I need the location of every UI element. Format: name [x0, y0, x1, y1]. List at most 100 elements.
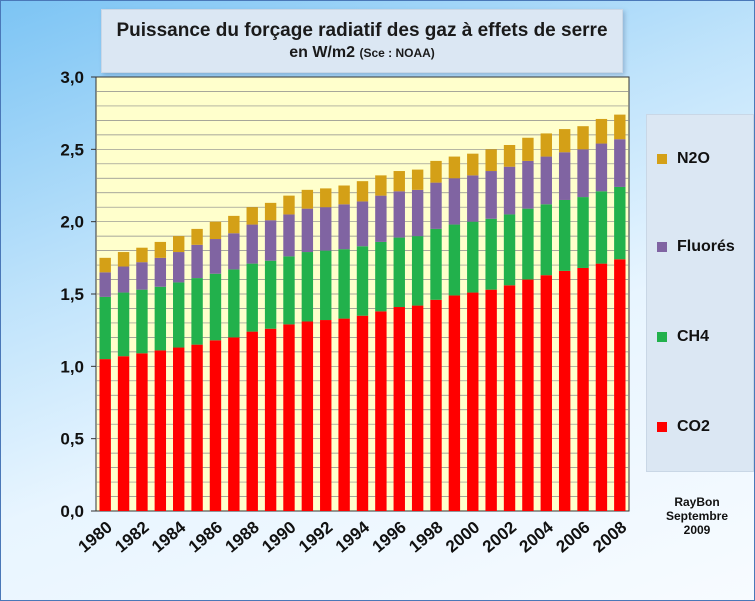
author-credit: RayBon Septembre 2009 [646, 495, 748, 537]
bar-ch4-1998 [430, 228, 442, 300]
bar-ch4-1987 [228, 269, 240, 338]
bar-n2o-1999 [448, 156, 461, 179]
bar-fluors-1993 [338, 204, 350, 250]
bar-fluors-2006 [577, 149, 589, 198]
bar-ch4-2005 [558, 199, 571, 271]
bar-fluors-2008 [614, 139, 626, 187]
bar-ch4-1980 [99, 296, 111, 360]
bar-co2-1984 [173, 347, 185, 511]
bar-fluors-1998 [430, 182, 442, 229]
bar-co2-2005 [558, 270, 571, 511]
bar-n2o-1987 [228, 215, 240, 234]
bar-fluors-1999 [448, 178, 461, 225]
bar-n2o-2006 [577, 126, 589, 150]
bar-fluors-2004 [540, 156, 552, 205]
bar-ch4-1999 [448, 224, 461, 296]
bar-n2o-1993 [338, 185, 350, 205]
bar-ch4-2008 [614, 186, 626, 260]
bar-fluors-1990 [283, 214, 295, 257]
bar-co2-1986 [209, 340, 222, 511]
bar-co2-1988 [246, 331, 258, 511]
bar-n2o-2004 [540, 133, 552, 157]
bar-co2-1990 [283, 324, 295, 511]
bar-ch4-1986 [209, 273, 222, 341]
bar-n2o-1997 [411, 169, 424, 190]
bar-co2-1996 [393, 307, 405, 511]
x-tick-label: 2006 [552, 518, 593, 557]
x-tick-label: 2000 [442, 518, 483, 557]
x-tick-label: 1982 [111, 518, 152, 557]
bar-fluors-1980 [99, 272, 111, 297]
bar-ch4-1997 [411, 236, 424, 306]
bar-fluors-1996 [393, 191, 405, 238]
legend-label: CH4 [677, 328, 710, 345]
legend-swatch [657, 332, 667, 342]
bar-fluors-1994 [356, 201, 369, 247]
legend-label: Fluorés [677, 238, 735, 255]
bar-ch4-2006 [577, 197, 589, 268]
bar-n2o-1998 [430, 160, 442, 183]
y-tick-label: 0,0 [60, 502, 84, 521]
bar-co2-1981 [117, 356, 130, 511]
bar-ch4-1981 [117, 292, 130, 357]
bar-fluors-1981 [117, 266, 130, 293]
chart-subtitle: en W/m2 (Sce : NOAA) [102, 44, 622, 62]
bar-ch4-1996 [393, 237, 405, 308]
legend-item-ch4: CH4 [657, 327, 709, 347]
x-tick-label: 1996 [369, 518, 410, 557]
legend-swatch [657, 154, 667, 164]
bar-n2o-1983 [154, 241, 167, 258]
legend-item-co2: CO2 [657, 417, 710, 437]
bar-n2o-2001 [485, 149, 497, 172]
legend-item-n2o: N2O [657, 149, 710, 169]
bar-fluors-1988 [246, 224, 258, 264]
bar-n2o-1994 [356, 181, 369, 202]
bar-n2o-1989 [264, 202, 277, 221]
bar-ch4-1991 [301, 252, 314, 322]
bar-n2o-1982 [136, 247, 148, 263]
chart-unit: en W/m2 [289, 44, 355, 61]
bar-fluors-1985 [191, 244, 203, 279]
legend: N2O Fluorés CH4 CO2 [646, 114, 754, 472]
legend-swatch [657, 242, 667, 252]
y-tick-label: 1,0 [60, 357, 84, 376]
bar-co2-1982 [136, 353, 148, 511]
bar-co2-1985 [191, 344, 203, 511]
legend-label: N2O [677, 150, 710, 167]
y-tick-label: 1,5 [60, 285, 84, 304]
credit-year: 2009 [683, 523, 711, 537]
bar-co2-2004 [540, 275, 552, 511]
bar-n2o-1995 [375, 175, 387, 196]
bar-n2o-2005 [558, 129, 571, 153]
bar-ch4-2000 [467, 221, 479, 293]
bar-fluors-2001 [485, 171, 497, 219]
bar-co2-2001 [485, 289, 497, 511]
bar-co2-1995 [375, 311, 387, 511]
bar-n2o-2003 [522, 137, 534, 161]
credit-month: Septembre [665, 509, 729, 523]
bar-co2-2008 [614, 259, 626, 511]
bar-n2o-2008 [614, 114, 626, 140]
bar-ch4-2002 [503, 214, 516, 286]
bar-n2o-2007 [595, 118, 608, 144]
bar-co2-2000 [467, 292, 479, 511]
bar-ch4-1994 [356, 246, 369, 316]
bar-ch4-2001 [485, 218, 497, 290]
bar-n2o-1981 [117, 252, 130, 267]
bar-ch4-1983 [154, 286, 167, 351]
bar-n2o-1980 [99, 257, 111, 273]
bar-co2-2002 [503, 285, 516, 511]
y-tick-label: 2,5 [60, 140, 84, 159]
bar-co2-1997 [411, 305, 424, 511]
bar-fluors-2002 [503, 166, 516, 215]
bar-co2-1992 [320, 320, 332, 511]
x-tick-label: 1990 [258, 518, 299, 557]
y-tick-label: 2,0 [60, 213, 84, 232]
x-tick-label: 1986 [185, 518, 226, 557]
bar-co2-1989 [264, 328, 277, 511]
y-tick-label: 0,5 [60, 430, 84, 449]
x-tick-label: 1992 [295, 518, 336, 557]
x-tick-label: 1980 [75, 518, 116, 557]
